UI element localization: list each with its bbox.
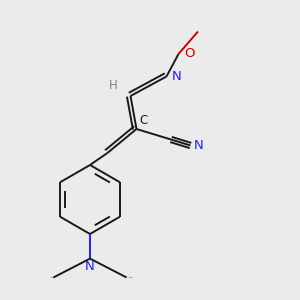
Text: N: N [172, 70, 182, 83]
Text: N: N [85, 260, 95, 273]
Text: H: H [109, 80, 118, 92]
Text: O: O [184, 47, 194, 60]
Text: methyl: methyl [51, 276, 56, 278]
Text: N: N [194, 139, 203, 152]
Text: C: C [140, 115, 148, 128]
Text: methyl: methyl [129, 276, 134, 278]
